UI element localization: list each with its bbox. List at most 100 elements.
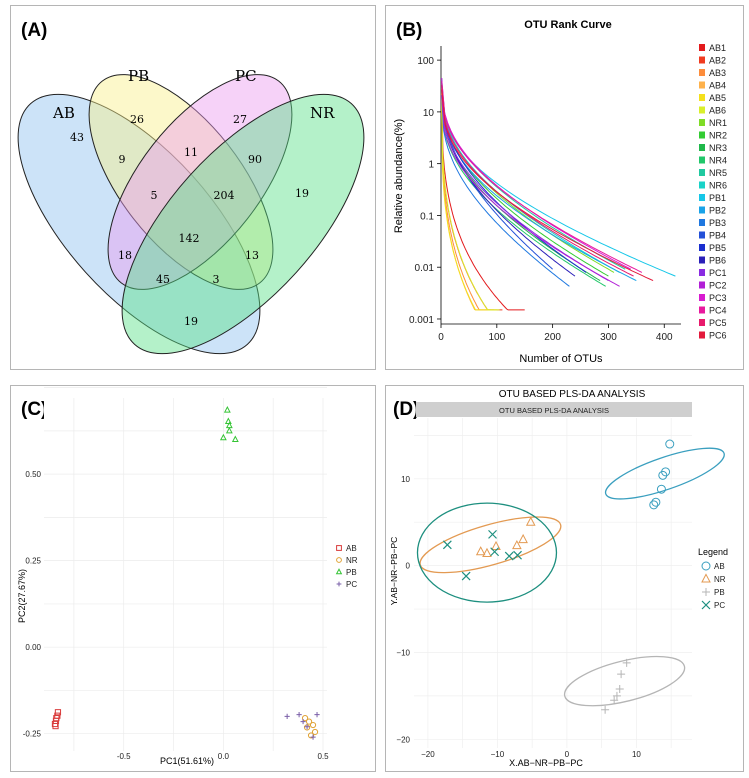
rank-y-tick-label: 10 [423,108,435,119]
rank-legend-label: PC3 [709,293,727,303]
rank-y-tick-label: 100 [417,56,434,67]
pca-point-nr [311,728,319,736]
venn-count-pb-only: 26 [130,113,144,126]
rank-line-pc6 [441,89,654,282]
plsda-legend-label: NR [714,575,726,584]
plsda-y-tick-label: 0 [406,562,411,571]
pca-point-pc [284,713,290,719]
panel-b-rank-curve: (B) OTU Rank Curve Number of OTUs Relati… [385,5,744,370]
plsda-strip [416,402,692,417]
rank-legend-swatch [699,181,705,189]
rank-legend-label: PB5 [709,243,726,253]
rank-legend-label: NR5 [709,168,727,178]
plsda-point-pc [461,571,471,581]
plsda-point-pc [504,551,514,561]
venn-set-ab: AB [52,104,75,122]
rank-curve-svg: (B) OTU Rank Curve Number of OTUs Relati… [393,19,727,365]
pca-legend-marker [336,557,342,563]
venn-count-ab-nr: 19 [184,315,198,328]
plsda-legend-marker [701,561,711,571]
rank-legend-swatch [699,244,705,251]
plsda-point-nr [518,533,528,544]
rank-legend-label: AB5 [709,93,726,103]
rank-legend-label: AB1 [709,43,726,53]
rank-legend-swatch [699,69,705,76]
pca-x-tick-label: -0.5 [117,752,131,761]
plsda-point-pb [622,658,631,667]
rank-legend-swatch [699,44,705,51]
pca-y-tick-label: -0.25 [23,730,42,739]
plsda-x-tick-label: −20 [421,750,435,759]
rank-legend-swatch [699,94,705,101]
venn-count-ab-pb: 9 [119,153,126,166]
rank-legend-swatch [699,294,705,301]
plsda-ellipse-pc [416,502,558,603]
pca-point-ab [51,720,59,728]
plsda-legend-label: PB [714,588,725,597]
pca-legend-label: AB [346,544,357,553]
venn-count-pb-nr: 13 [245,249,259,262]
rank-line-pb2 [441,89,637,282]
plsda-legend-title: Legend [698,547,728,557]
rank-line-pc3 [441,78,632,270]
rank-curve-ylabel: Relative abundance(%) [393,119,405,233]
rank-line-ab6 [441,78,500,311]
pca-ylabel: PC2(27.67%) [17,569,27,623]
rank-legend-label: PB4 [709,231,726,241]
venn-count-ab-pc-nr: 45 [156,273,170,286]
rank-legend-swatch [699,106,705,114]
plsda-point-nr [512,539,522,550]
pca-legend-marker [335,568,343,575]
venn-count-pc-nr: 90 [248,153,262,166]
pca-legend-marker [336,581,342,587]
pca-point-pc [300,718,306,725]
rank-y-tick-label: 0.1 [420,211,434,222]
pca-x-tick-label: 0.0 [218,752,230,761]
rank-legend-swatch [699,256,705,264]
pca-y-tick-label: 0.25 [25,557,41,566]
rank-curve-title: OTU Rank Curve [524,19,611,31]
venn-ellipse-pc [107,74,293,290]
rank-legend-label: NR3 [709,143,727,153]
venn-ellipse-nr [121,93,365,355]
plsda-xlabel: X.AB−NR−PB−PC [509,758,583,768]
rank-line-nr4 [441,95,606,287]
pca-plot-area [44,398,327,751]
pca-legend-label: PC [346,580,357,589]
venn-count-ab-pb-nr: 3 [213,273,220,286]
pca-legend-label: PB [346,568,357,577]
rank-legend-label: AB3 [709,68,726,78]
pca-point-pc [304,724,310,730]
plsda-point-nr [475,546,486,556]
panel-b-label: (B) [396,20,422,41]
rank-legend-swatch [699,231,705,239]
venn-ellipse-pb [88,74,274,290]
plsda-point-pb [617,670,626,679]
rank-legend-swatch [699,81,705,89]
plsda-point-pb [612,691,621,700]
panel-d-plsda: (D) OTU BASED PLS-DA ANALYSIS OTU BASED … [385,385,744,772]
rank-line-ab1 [441,78,525,311]
pca-svg: (C) PC1(51.61%) PC2(27.67%) -0.5 0.0 0.5 -0… [17,387,358,766]
plsda-point-pc [488,529,497,539]
rank-legend-swatch [699,319,705,326]
plsda-legend-marker [702,588,710,596]
pca-point-pc [310,734,316,740]
rank-legend-label: PC6 [709,331,727,341]
plsda-point-ab [658,470,668,480]
pca-x-tick-label: 0.5 [317,752,329,761]
rank-line-pc5 [441,84,634,277]
panel-d-label: (D) [393,399,419,420]
rank-curve-xlabel: Number of OTUs [519,353,603,365]
rank-legend-label: PC4 [709,306,727,316]
rank-line-pb1 [441,84,676,277]
pca-point-pb [224,417,232,424]
rank-legend-swatch [699,219,705,226]
venn-count-pb-pc: 11 [184,146,198,159]
rank-legend-swatch [699,331,705,339]
plsda-point-pb [610,696,619,705]
pca-y-tick-label: 0.50 [25,470,41,479]
plsda-ellipse-ab [604,447,725,500]
plsda-y-tick-label: −10 [396,648,410,657]
rank-legend-swatch [699,131,705,139]
